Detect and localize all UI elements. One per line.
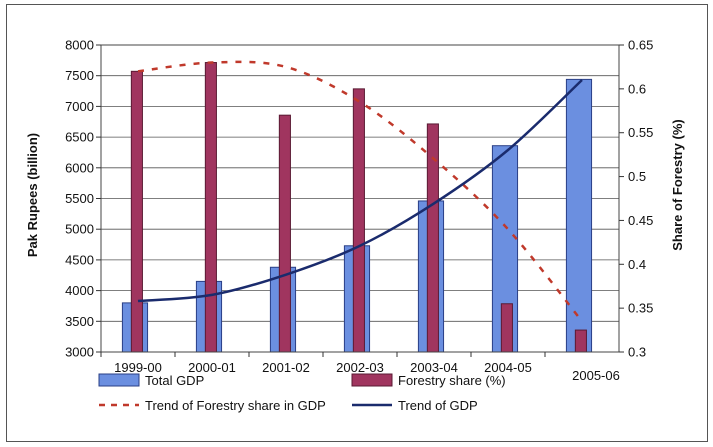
- bar-forestry-share: [500, 303, 513, 353]
- legend-item-forestry-share: Forestry share (%): [351, 373, 506, 388]
- legend-item-forestry-trend: Trend of Forestry share in GDP: [99, 398, 326, 413]
- left-tick-label: 7500: [65, 68, 94, 83]
- legend-item-gdp-trend: Trend of GDP: [352, 398, 478, 413]
- left-axis-ticks: 3000 3500 4000 4500 5000 5500 6000 6500 7000 7500…: [65, 38, 101, 360]
- bars: [121, 62, 593, 353]
- chart-frame: 3000 3500 4000 4500 5000 5500 6000 6500 7000 7500…: [6, 4, 708, 442]
- right-axis-ticks: 0.3 0.35 0.4 0.45 0.5 0.55 0.6 0.65: [619, 38, 653, 360]
- right-tick-label: 0.45: [628, 213, 653, 228]
- x-tick-label: 2002-03: [336, 360, 384, 375]
- right-tick-label: 0.55: [628, 125, 653, 140]
- legend-swatch-forestry-share: [351, 373, 393, 387]
- trend-lines: [137, 60, 583, 323]
- legend-swatch-total-gdp: [98, 373, 140, 387]
- bar-forestry-share: [352, 88, 365, 353]
- bar-forestry-share: [130, 70, 143, 353]
- bar-forestry-share: [278, 114, 291, 353]
- left-tick-label: 4000: [65, 283, 94, 298]
- legend: Total GDP Forestry share (%) Trend of Fo…: [98, 373, 506, 413]
- gdp-forestry-chart: 3000 3500 4000 4500 5000 5500 6000 6500 7000 7500…: [25, 38, 685, 414]
- right-tick-label: 0.35: [628, 301, 653, 316]
- bar-total-gdp: [565, 78, 593, 353]
- right-tick-label: 0.5: [628, 169, 646, 184]
- x-tick-label: 1999-00: [114, 360, 162, 375]
- left-tick-label: 3000: [65, 345, 94, 360]
- right-tick-label: 0.3: [628, 345, 646, 360]
- legend-label-gdp-trend: Trend of GDP: [398, 398, 478, 413]
- x-tick-label: 2000-01: [188, 360, 236, 375]
- left-tick-label: 4500: [65, 252, 94, 267]
- left-tick-label: 8000: [65, 38, 94, 53]
- right-axis-title: Share of Forestry (%): [670, 119, 685, 250]
- x-tick-label: 2001-02: [262, 360, 310, 375]
- left-tick-label: 5500: [65, 191, 94, 206]
- bar-forestry-share: [574, 329, 587, 353]
- left-tick-label: 5000: [65, 222, 94, 237]
- x-tick-label: 2004-05: [484, 360, 532, 375]
- trend-line-forestry-share: [137, 60, 583, 323]
- x-tick-label: 2005-06: [572, 368, 620, 383]
- right-tick-label: 0.65: [628, 38, 653, 53]
- legend-item-total-gdp: Total GDP: [98, 373, 204, 388]
- left-tick-label: 6500: [65, 130, 94, 145]
- legend-label-forestry-share: Forestry share (%): [398, 373, 506, 388]
- left-tick-label: 7000: [65, 99, 94, 114]
- x-tick-label: 2003-04: [410, 360, 458, 375]
- x-axis-ticks: 1999-00 2000-01 2001-02 2002-03 2003-04 2004-…: [100, 352, 620, 383]
- left-tick-label: 3500: [65, 314, 94, 329]
- left-tick-label: 6000: [65, 160, 94, 175]
- legend-label-forestry-trend: Trend of Forestry share in GDP: [145, 398, 326, 413]
- right-tick-label: 0.6: [628, 81, 646, 96]
- right-tick-label: 0.4: [628, 257, 646, 272]
- left-axis-title: Pak Rupees (billion): [25, 133, 40, 257]
- trend-line-gdp: [137, 79, 583, 303]
- bar-forestry-share: [204, 62, 217, 353]
- legend-label-total-gdp: Total GDP: [145, 373, 204, 388]
